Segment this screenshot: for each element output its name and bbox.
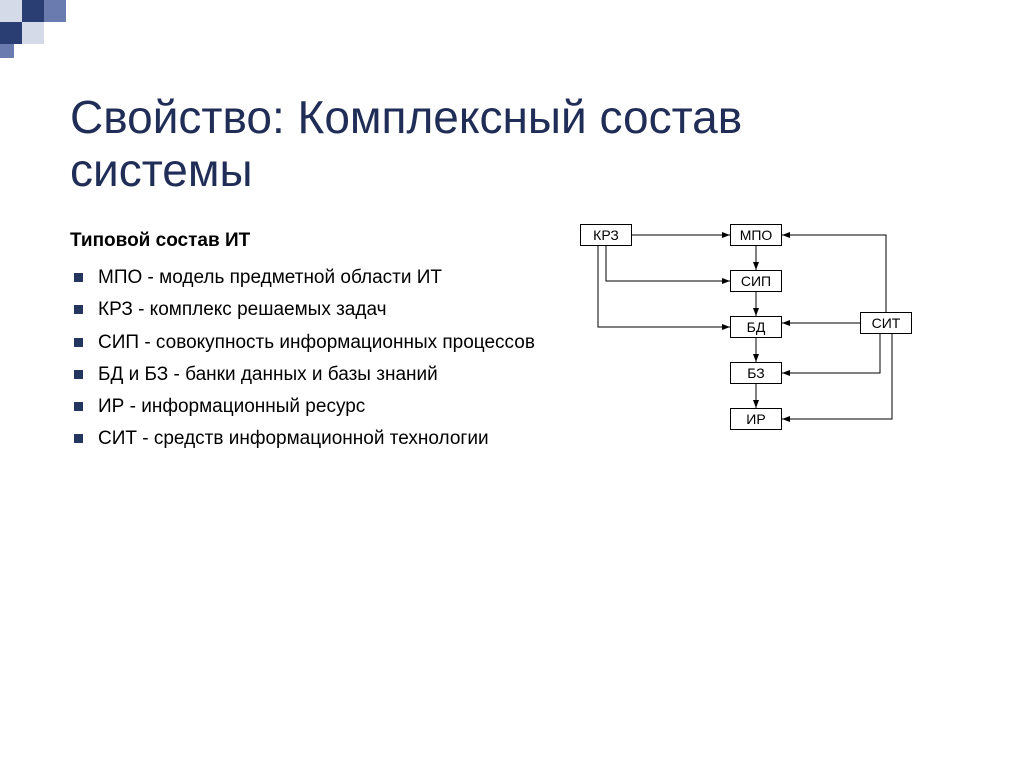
- flowchart-node-bz: БЗ: [730, 362, 782, 384]
- flowchart-edges: [570, 220, 990, 500]
- list-item: ИР - информационный ресурс: [70, 391, 570, 423]
- flowchart-node-krz: КРЗ: [580, 224, 632, 246]
- subtitle: Типовой состав ИТ: [70, 230, 250, 252]
- list-item: КРЗ - комплекс решаемых задач: [70, 294, 570, 326]
- flowchart-node-sip: СИП: [730, 270, 782, 292]
- flowchart-node-sit: СИТ: [860, 312, 912, 334]
- list-item: БД и БЗ - банки данных и базы знаний: [70, 359, 570, 391]
- slide: Свойство: Комплексный состав системы Тип…: [0, 0, 1024, 767]
- list-item: СИП - совокупность информационных процес…: [70, 327, 570, 359]
- list-item: СИТ - средств информационной технологии: [70, 423, 570, 455]
- corner-decoration-icon: [0, 0, 80, 70]
- flowchart-node-bd: БД: [730, 316, 782, 338]
- page-title: Свойство: Комплексный состав системы: [70, 91, 930, 197]
- bullet-list: МПО - модель предметной области ИТ КРЗ -…: [70, 262, 570, 456]
- list-item: МПО - модель предметной области ИТ: [70, 262, 570, 294]
- flowchart-node-mpo: МПО: [730, 224, 782, 246]
- flowchart-diagram: КРЗ МПО СИП БД БЗ ИР СИТ: [570, 220, 990, 500]
- flowchart-node-ir: ИР: [730, 408, 782, 430]
